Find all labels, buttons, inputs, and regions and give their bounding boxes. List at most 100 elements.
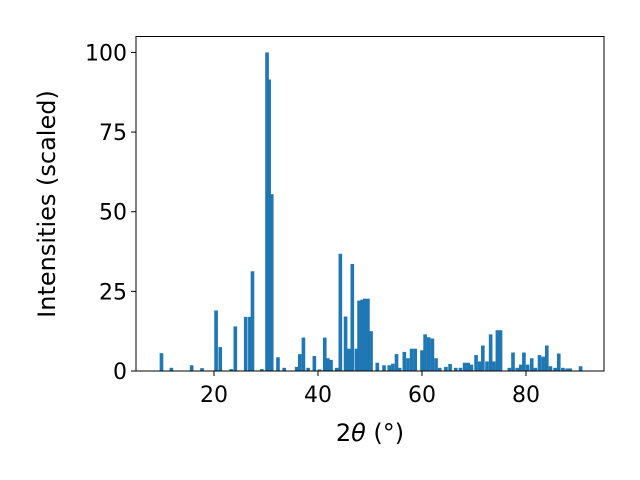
bar-74 [529,358,534,371]
bar-83 [565,368,569,371]
bar-76 [537,355,542,371]
bar-27 [338,253,343,371]
x-tick-label-60: 60 [408,383,436,408]
bar-29 [346,348,351,371]
bar-63 [485,361,489,371]
bar-80 [553,367,557,371]
y-axis-label: Intensities (scaled) [33,90,61,318]
y-tick-label-25: 25 [99,280,127,305]
x-tick-label-20: 20 [200,383,228,408]
bar-58 [466,362,471,371]
bar-21 [312,356,317,371]
bar-32 [357,300,361,371]
plot-area-frame [135,36,605,372]
bar-7 [233,326,238,371]
bar-37 [375,362,380,371]
y-tick-label-100: 100 [85,41,127,66]
bar-64 [488,334,493,371]
bar-10 [250,271,255,371]
bar-68 [507,367,512,371]
bar-41 [394,354,399,371]
bar-24 [326,358,330,371]
bar-84 [568,368,573,371]
bar-38 [382,365,386,371]
bar-75 [533,367,538,371]
bar-0 [159,353,164,371]
bar-62 [481,345,485,371]
bar-47 [420,350,424,371]
bar-51 [434,358,438,371]
x-tick-label-80: 80 [512,383,540,408]
bar-49 [426,337,431,371]
bar-69 [511,352,515,371]
bar-48 [423,334,427,371]
bar-15 [276,357,280,371]
bar-17 [294,366,299,371]
bar-57 [462,362,467,371]
bar-9 [248,316,252,371]
bar-43 [402,351,407,371]
bar-series [159,52,583,372]
bar-16 [282,367,287,371]
bar-14 [269,194,274,371]
y-axis-ticks: 0 25 50 75 100 [85,41,136,385]
bar-67 [498,330,503,371]
bar-59 [469,364,474,371]
bar-35 [366,298,370,371]
bar-4 [214,310,218,371]
bar-56 [458,367,463,371]
bar-39 [387,365,392,371]
x-axis-label: 2θ (°) [336,419,404,447]
bar-78 [544,345,549,371]
bar-81 [556,353,561,371]
bar-65 [491,361,496,371]
x-tick-label-40: 40 [304,383,332,408]
bar-30 [350,263,355,371]
bar-45 [409,348,414,371]
bar-50 [430,338,435,371]
bar-60 [474,355,478,371]
bar-28 [343,316,348,371]
bar-23 [322,337,327,371]
bar-31 [354,348,359,371]
bar-26 [334,367,339,371]
bar-71 [518,364,523,371]
bar-55 [453,367,458,371]
bar-79 [548,366,553,371]
bar-40 [391,363,395,371]
bar-66 [495,330,500,371]
bar-85 [578,366,583,371]
bar-18 [297,354,302,371]
bar-25 [329,359,333,371]
bar-2 [189,365,194,371]
y-tick-label-75: 75 [99,121,127,146]
bar-20 [306,367,310,371]
bar-1 [169,367,174,371]
bar-3 [200,368,204,371]
bar-22 [317,369,322,371]
bar-5 [218,347,223,371]
bar-42 [397,367,402,371]
bar-53 [444,366,448,371]
bar-44 [406,358,410,371]
bar-13 [267,79,271,371]
bar-8 [243,316,248,371]
bar-77 [541,356,545,371]
bar-11 [260,369,264,371]
x-axis-ticks: 20 40 60 80 [200,371,540,408]
bar-46 [413,348,418,371]
bar-36 [369,331,373,371]
bar-82 [561,367,565,371]
bar-72 [522,352,526,371]
bar-54 [448,363,452,371]
y-tick-label-0: 0 [113,360,127,385]
bar-12 [265,52,269,372]
bar-34 [362,298,367,371]
bar-19 [301,337,306,371]
bar-33 [360,299,365,371]
bar-73 [525,364,530,371]
bar-61 [477,361,482,371]
bar-52 [437,367,442,371]
bar-6 [229,369,233,371]
